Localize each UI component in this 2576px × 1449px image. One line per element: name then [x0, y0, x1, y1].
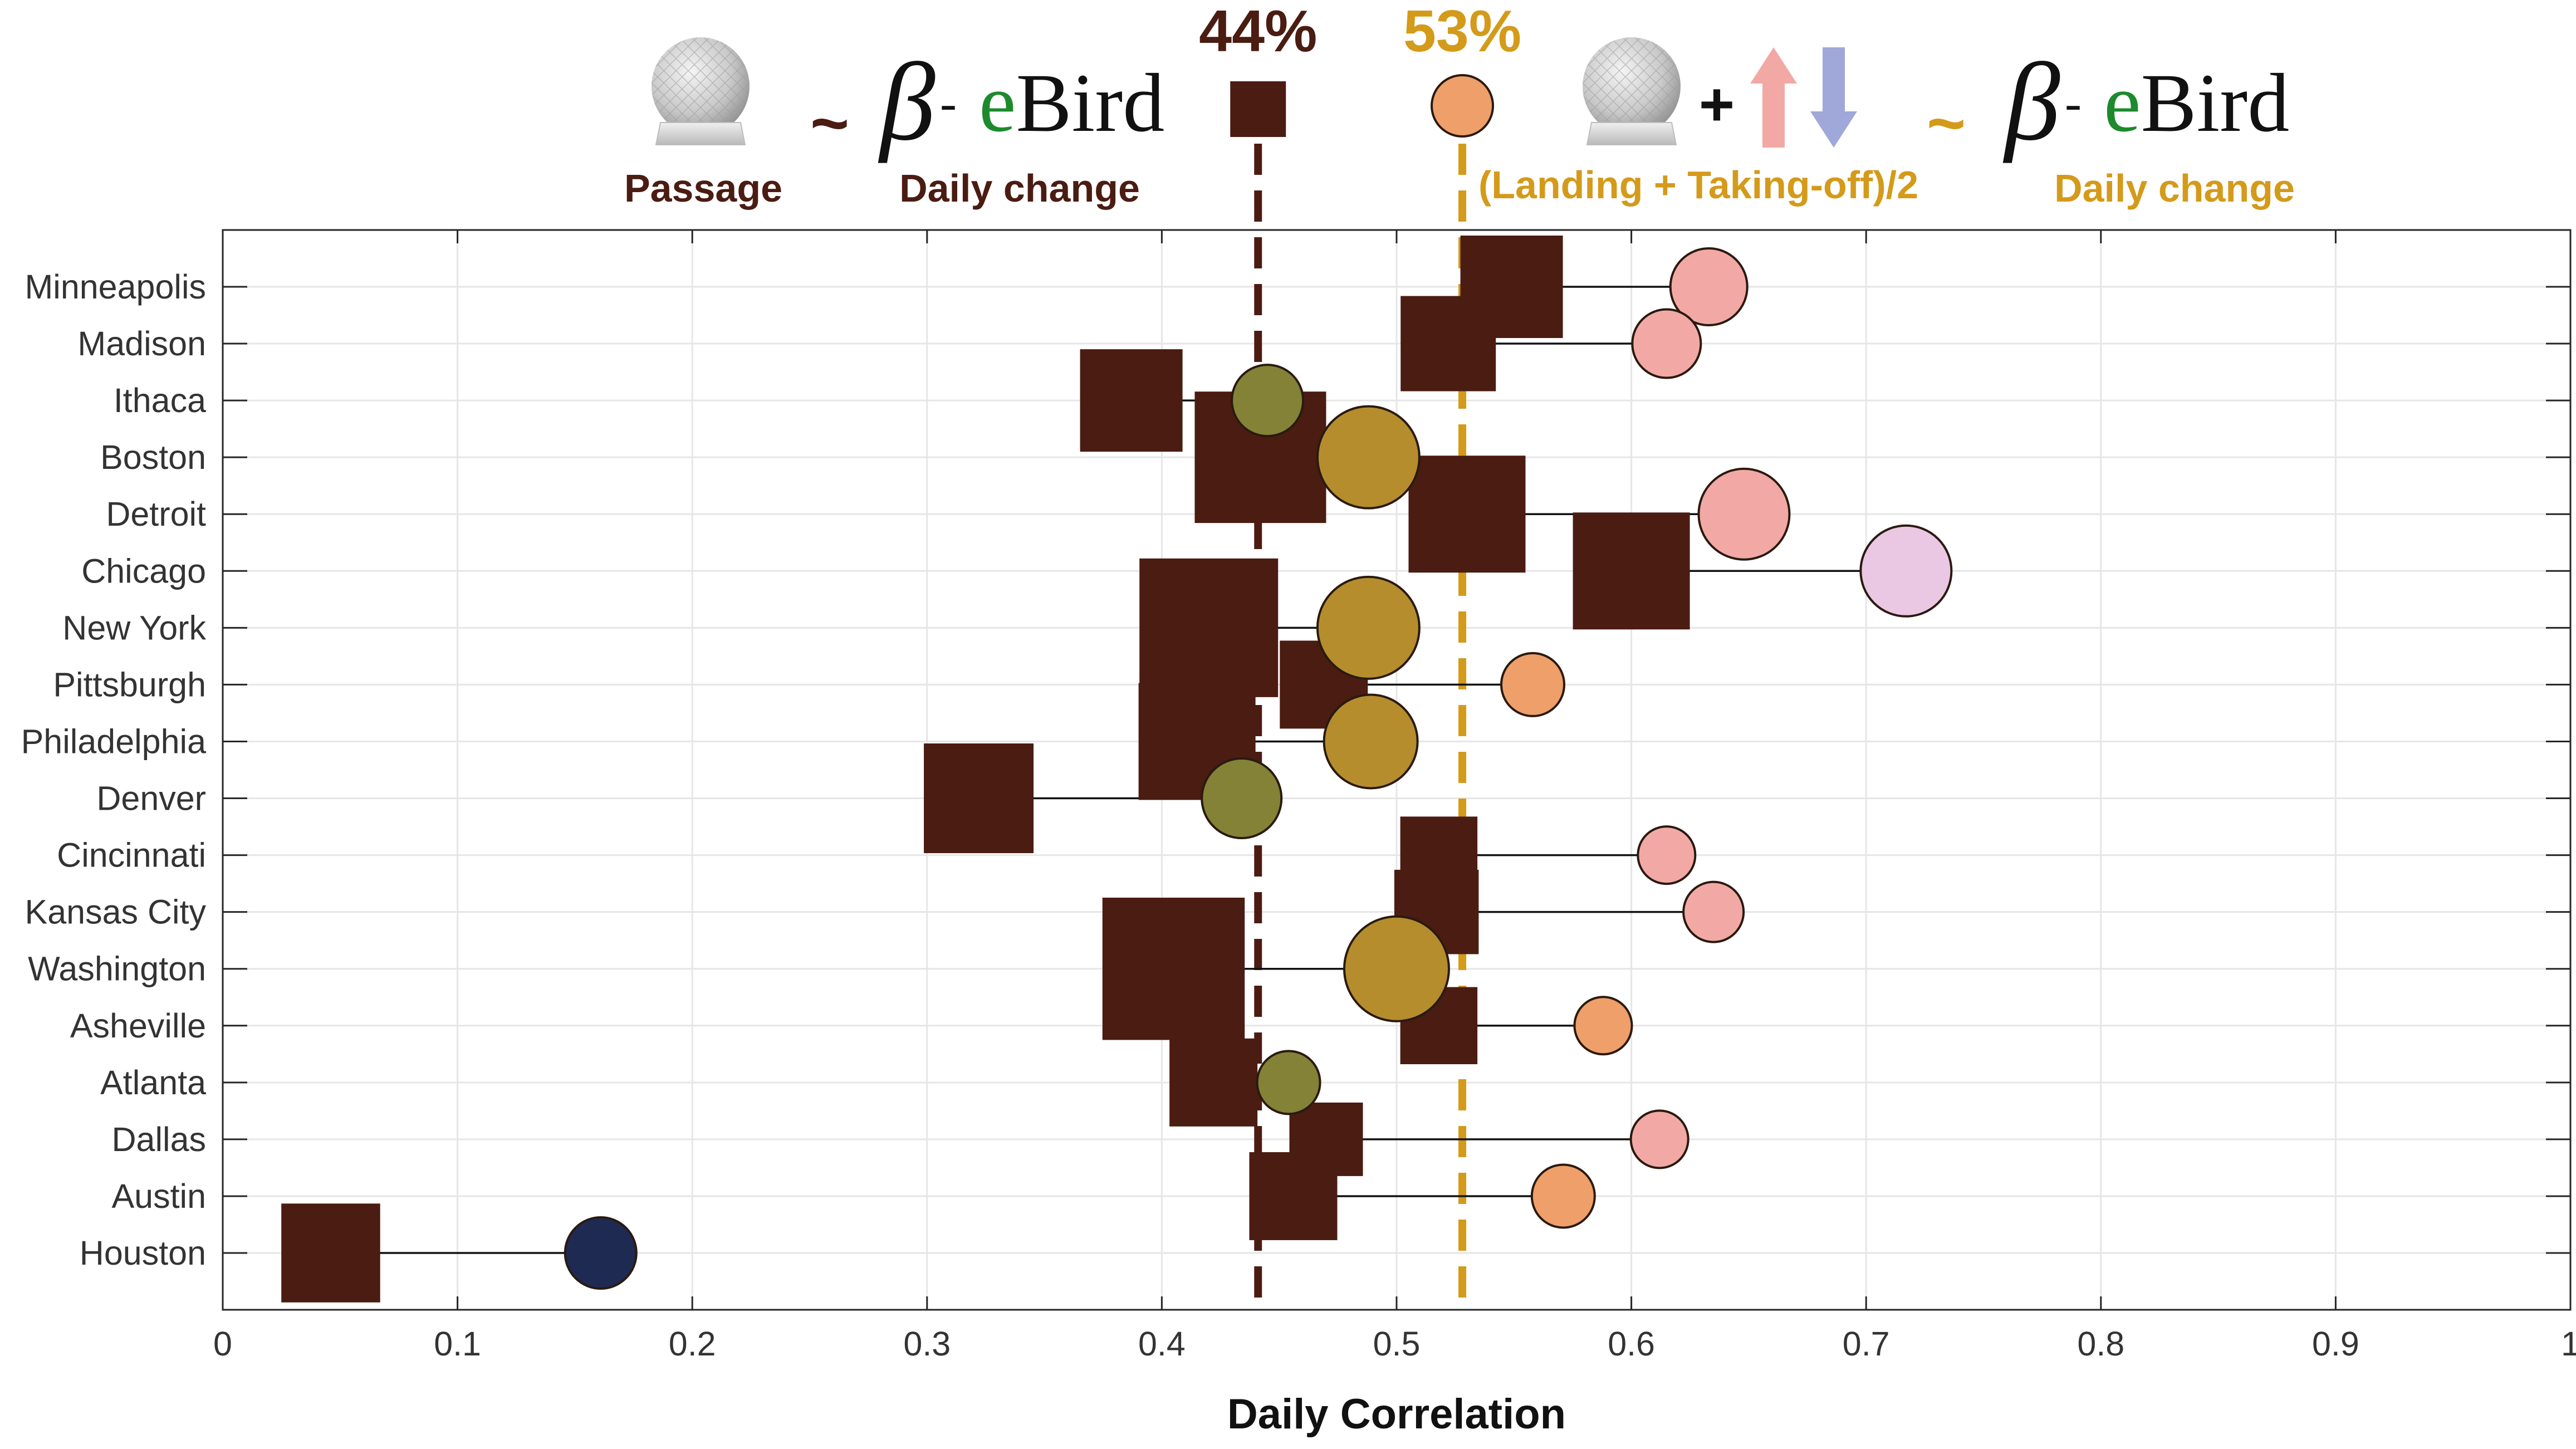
x-tick-label: 0 [213, 1325, 232, 1363]
legend-right-dash: - [2065, 76, 2082, 131]
legend-left-label-daily-change: Daily change [899, 167, 1140, 210]
square-marker [1400, 296, 1496, 391]
circle-marker [1669, 247, 1749, 326]
x-tick-label: 0.2 [669, 1325, 716, 1363]
x-axis-label: Daily Correlation [1227, 1391, 1566, 1438]
x-tick-label: 1 [2561, 1325, 2576, 1363]
circle-marker [564, 1216, 638, 1290]
ebird-rest: Bird [1016, 57, 1165, 149]
square-marker [1249, 1152, 1338, 1240]
reference-circle-marker [1431, 74, 1495, 138]
circle-marker [1323, 693, 1419, 790]
legend-left-beta: β [878, 41, 936, 164]
circle-marker [1201, 757, 1283, 840]
ebird-e: e [979, 57, 1016, 149]
city-label: Chicago [81, 552, 206, 590]
x-tick-label: 0.4 [1138, 1325, 1186, 1363]
x-tick-label: 0.8 [2077, 1325, 2124, 1363]
square-marker [1080, 349, 1183, 452]
radar-dome-icon [652, 37, 750, 145]
city-label: Houston [80, 1234, 206, 1272]
circle-marker [1530, 1163, 1596, 1229]
circle-marker [1316, 575, 1421, 680]
city-label: Detroit [106, 495, 206, 533]
x-tick-label: 0.5 [1373, 1325, 1421, 1363]
arrow-down-icon [1810, 47, 1857, 148]
square-marker [1408, 456, 1526, 573]
legend-right-tilde: ~ [1927, 86, 1966, 160]
circle-marker [1500, 652, 1566, 717]
circle-marker [1637, 825, 1697, 885]
city-label: Philadelphia [21, 722, 206, 760]
city-label: Dallas [111, 1120, 206, 1158]
square-marker [281, 1203, 380, 1303]
city-label: Cincinnati [57, 836, 206, 874]
city-label: Minneapolis [25, 268, 206, 306]
city-label: Ithaca [114, 381, 206, 419]
city-label: Asheville [70, 1007, 206, 1045]
x-tick-label: 0.6 [1608, 1325, 1655, 1363]
city-label: Pittsburgh [53, 665, 206, 703]
city-label: New York [62, 609, 206, 647]
reference-line-label: 53% [1403, 0, 1521, 64]
square-marker [1169, 1038, 1258, 1127]
legend-right-label-daily-change: Daily change [2054, 167, 2295, 210]
square-marker [1102, 897, 1245, 1040]
square-marker [1139, 558, 1279, 697]
reference-square-marker [1230, 81, 1286, 137]
x-tick-label: 0.3 [903, 1325, 951, 1363]
plot-frame [222, 229, 2572, 1311]
square-marker [1573, 512, 1690, 630]
ebird-rest: Bird [2141, 57, 2290, 149]
city-label: Boston [100, 438, 206, 476]
arrow-up-icon [1750, 47, 1797, 148]
circle-marker [1343, 915, 1450, 1022]
x-tick-label: 0.9 [2312, 1325, 2359, 1363]
x-axis: 0 0.1 0.2 0.3 0.4 0.5 0.6 0.7 0.8 0.9 1 [213, 230, 2576, 1363]
legend-right-ebird: eBird [2104, 57, 2289, 149]
circle-markers [564, 247, 1953, 1290]
legend-right-beta: β [2002, 41, 2060, 164]
legend-left-dash: - [940, 76, 957, 131]
legend-right-plus: + [1699, 70, 1735, 139]
circle-marker [1682, 880, 1745, 943]
legend-left-ebird: eBird [979, 57, 1164, 149]
square-markers [281, 236, 1690, 1303]
city-label: Washington [28, 950, 206, 988]
legend-left-tilde: ~ [810, 86, 849, 160]
square-marker [924, 743, 1034, 854]
city-label: Atlanta [100, 1064, 206, 1102]
city-label: Denver [96, 780, 206, 817]
y-axis: Minneapolis Madison Ithaca Boston Detroit Chi… [21, 268, 2570, 1272]
legend: ~ β - eBird Passage Daily change + ~ β -… [624, 37, 2295, 210]
reference-line-label: 44% [1199, 0, 1317, 64]
circle-marker [1316, 405, 1421, 510]
circle-marker [1573, 996, 1633, 1056]
legend-left-label-passage: Passage [624, 167, 782, 210]
radar-dome-icon [1583, 37, 1681, 145]
grid [222, 230, 2572, 1310]
circle-marker [1231, 364, 1305, 438]
circle-marker [1631, 308, 1702, 379]
legend-right-label-landing-takeoff: (Landing + Taking-off)/2 [1478, 163, 1918, 207]
circle-marker [1256, 1050, 1321, 1115]
ebird-e: e [2104, 57, 2141, 149]
circle-marker [1697, 467, 1791, 561]
city-label: Madison [77, 325, 206, 363]
circle-marker [1629, 1109, 1689, 1169]
x-tick-label: 0.1 [434, 1325, 481, 1363]
city-label: Kansas City [25, 893, 207, 931]
city-label: Austin [111, 1177, 206, 1215]
circle-marker [1859, 524, 1953, 618]
x-tick-label: 0.7 [1843, 1325, 1890, 1363]
